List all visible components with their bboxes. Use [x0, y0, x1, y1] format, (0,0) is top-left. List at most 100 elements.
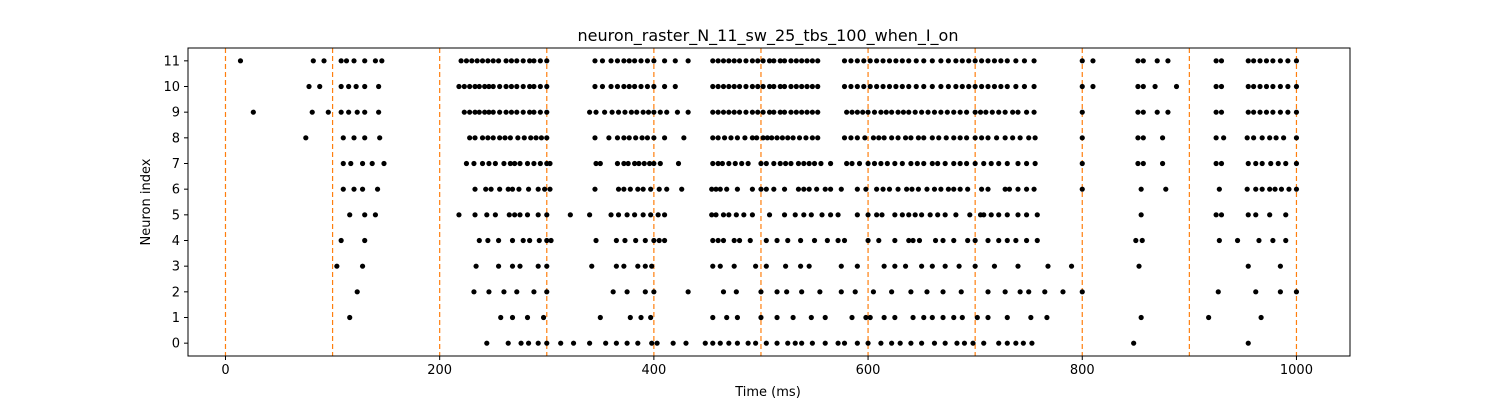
- spike-point: [486, 289, 492, 295]
- spike-point: [531, 160, 537, 167]
- spike-point: [516, 186, 522, 192]
- spike-point: [1020, 340, 1026, 346]
- spike-point: [892, 263, 898, 269]
- spike-point: [1023, 109, 1030, 115]
- spike-point: [1090, 58, 1096, 64]
- spike-point: [540, 314, 547, 321]
- spike-point: [1032, 135, 1038, 141]
- spike-point: [613, 340, 619, 346]
- spike-point: [841, 237, 848, 244]
- spike-point: [472, 83, 478, 90]
- spike-point: [996, 237, 1002, 244]
- spike-point: [989, 109, 995, 115]
- spike-point: [996, 340, 1002, 346]
- spike-point: [1251, 83, 1257, 90]
- spike-point: [889, 135, 895, 141]
- spike-point: [815, 83, 821, 90]
- spike-point: [943, 135, 949, 141]
- spike-point: [1015, 263, 1021, 269]
- spike-point: [808, 212, 814, 218]
- spike-point: [724, 314, 730, 321]
- spike-point: [1015, 212, 1021, 218]
- spike-point: [865, 160, 871, 167]
- spike-point: [736, 83, 743, 90]
- spike-point: [849, 109, 855, 115]
- spike-point: [967, 212, 973, 218]
- spike-point: [456, 83, 462, 90]
- spike-point: [1032, 160, 1038, 167]
- y-axis-label: Neuron index: [139, 158, 154, 245]
- spike-point: [640, 109, 646, 115]
- spike-point: [651, 289, 657, 295]
- spike-point: [1004, 212, 1010, 218]
- spike-point: [777, 83, 783, 90]
- spike-point: [766, 212, 773, 218]
- spike-point: [644, 58, 651, 64]
- spike-point: [1213, 109, 1219, 115]
- spike-point: [527, 83, 533, 90]
- spike-point: [713, 212, 719, 218]
- spike-point: [742, 135, 748, 141]
- spike-point: [372, 212, 379, 218]
- spike-point: [991, 83, 998, 90]
- spike-point: [874, 83, 880, 90]
- spike-point: [514, 83, 520, 90]
- spike-point: [1251, 58, 1257, 64]
- spike-point: [886, 58, 893, 64]
- spike-point: [548, 237, 554, 244]
- spike-point: [710, 135, 716, 141]
- spike-point: [524, 212, 531, 218]
- spike-point: [799, 83, 805, 90]
- spike-point: [1004, 340, 1010, 346]
- spike-point: [972, 135, 978, 141]
- spike-point: [1136, 263, 1142, 269]
- spike-point: [456, 212, 462, 218]
- spike-point: [724, 186, 730, 192]
- spike-point: [1138, 186, 1144, 192]
- spike-point: [1283, 237, 1289, 244]
- spike-point: [1253, 186, 1259, 192]
- spike-point: [1140, 58, 1146, 64]
- spike-point: [981, 160, 987, 167]
- spike-point: [1079, 289, 1085, 295]
- spike-point: [865, 237, 871, 244]
- spike-point: [1004, 160, 1010, 167]
- spike-point: [938, 186, 944, 192]
- spike-point: [508, 109, 515, 115]
- spike-point: [495, 263, 502, 269]
- spike-point: [942, 340, 948, 346]
- spike-point: [515, 135, 521, 141]
- spike-point: [661, 212, 668, 218]
- spike-point: [804, 58, 810, 64]
- spike-point: [717, 186, 723, 192]
- spike-point: [1270, 83, 1276, 90]
- spike-point: [1004, 237, 1010, 244]
- spike-point: [651, 135, 657, 141]
- spike-point: [854, 58, 860, 64]
- spike-point: [781, 58, 788, 64]
- y-tick-label: 1: [172, 311, 180, 326]
- spike-point: [953, 212, 959, 218]
- spike-point: [1257, 109, 1263, 115]
- spike-point: [771, 83, 777, 90]
- spike-point: [731, 109, 737, 115]
- spike-point: [863, 186, 869, 192]
- spike-point: [354, 289, 360, 295]
- spike-point: [614, 58, 621, 64]
- spike-point: [1140, 109, 1146, 115]
- spike-point: [589, 263, 595, 269]
- spike-point: [538, 135, 545, 141]
- spike-point: [490, 83, 496, 90]
- spike-point: [1218, 160, 1225, 167]
- spike-point: [250, 109, 256, 115]
- spike-point: [1021, 83, 1028, 90]
- spike-point: [642, 289, 648, 295]
- spike-point: [921, 58, 927, 64]
- spike-point: [587, 212, 593, 218]
- spike-point: [981, 340, 987, 346]
- spike-point: [1017, 289, 1023, 295]
- spike-point: [661, 58, 668, 64]
- spike-point: [1293, 160, 1300, 167]
- spike-point: [881, 314, 887, 321]
